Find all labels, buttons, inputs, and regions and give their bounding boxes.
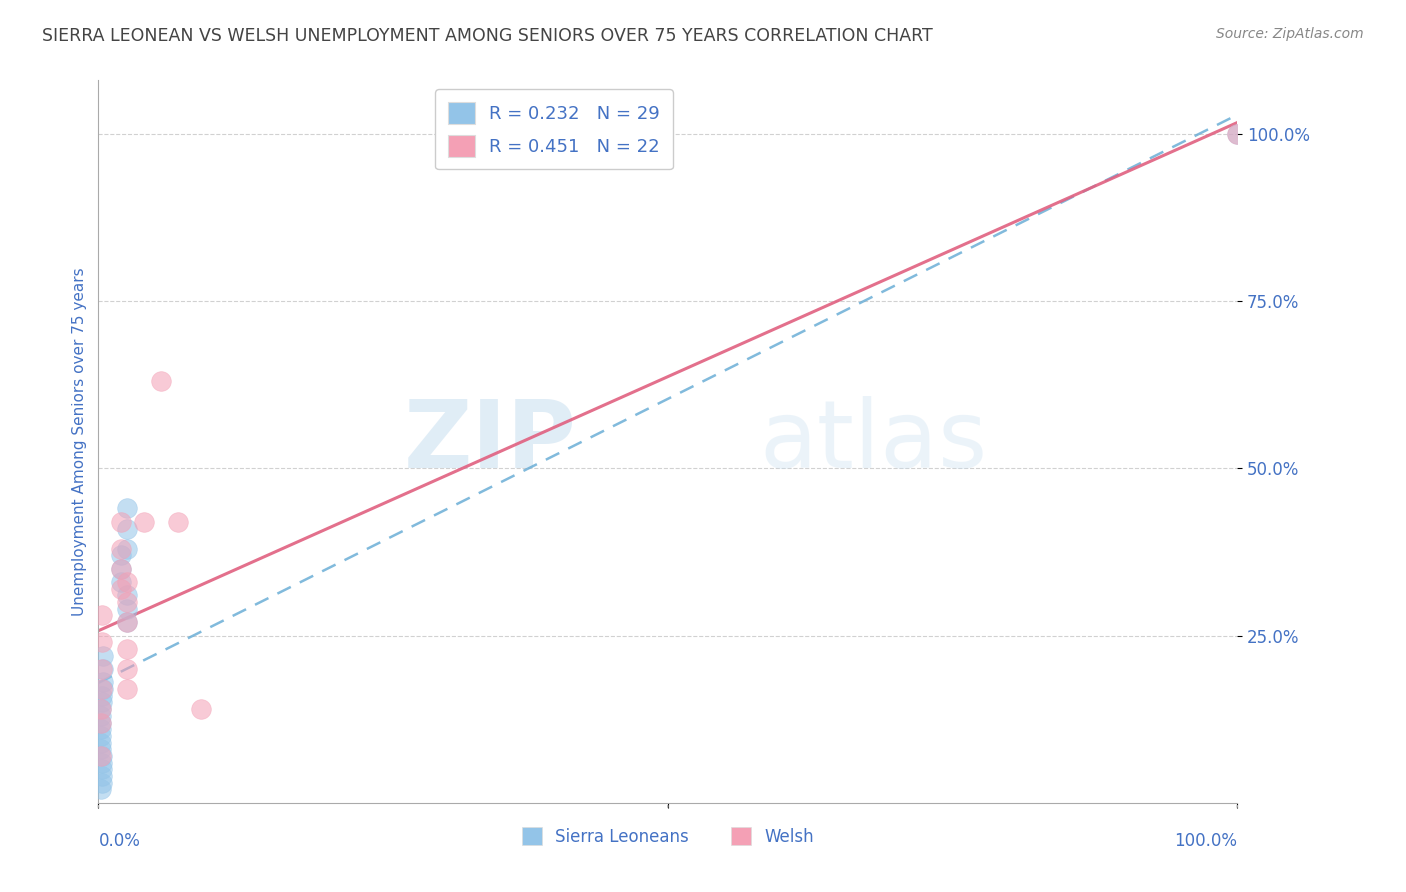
- Point: [90, 776, 112, 790]
- Text: 100.0%: 100.0%: [1174, 831, 1237, 850]
- Text: ZIP: ZIP: [404, 395, 576, 488]
- Point: [115, 589, 138, 603]
- Point: [150, 375, 173, 389]
- Point: [90, 662, 112, 676]
- Point: [115, 602, 138, 616]
- Point: [90, 749, 112, 764]
- Point: [90, 715, 112, 730]
- Text: atlas: atlas: [759, 395, 987, 488]
- Point: [110, 562, 132, 576]
- Point: [115, 662, 138, 676]
- Point: [115, 615, 138, 630]
- Point: [115, 521, 138, 535]
- Point: [110, 548, 132, 563]
- Legend: Sierra Leoneans, Welsh: Sierra Leoneans, Welsh: [516, 821, 820, 852]
- Text: Source: ZipAtlas.com: Source: ZipAtlas.com: [1216, 27, 1364, 41]
- Point: [91, 648, 114, 663]
- Point: [90, 749, 112, 764]
- Point: [110, 515, 132, 529]
- Point: [110, 562, 132, 576]
- Point: [90, 782, 112, 797]
- Point: [90, 708, 112, 723]
- Point: [90, 769, 112, 783]
- Point: [90, 635, 112, 649]
- Point: [90, 689, 112, 703]
- Point: [115, 681, 138, 696]
- Y-axis label: Unemployment Among Seniors over 75 years: Unemployment Among Seniors over 75 years: [72, 268, 87, 615]
- Point: [110, 582, 132, 596]
- Point: [90, 696, 112, 710]
- Point: [115, 615, 138, 630]
- Point: [91, 681, 114, 696]
- Point: [90, 715, 112, 730]
- Point: [90, 742, 112, 756]
- Point: [115, 595, 138, 609]
- Point: [132, 515, 155, 529]
- Point: [90, 756, 112, 770]
- Point: [90, 702, 112, 716]
- Point: [90, 723, 112, 737]
- Point: [91, 675, 114, 690]
- Point: [90, 702, 112, 716]
- Text: 0.0%: 0.0%: [98, 831, 141, 850]
- Point: [90, 608, 112, 623]
- Point: [1226, 127, 1249, 141]
- Point: [190, 702, 212, 716]
- Point: [90, 735, 112, 749]
- Text: SIERRA LEONEAN VS WELSH UNEMPLOYMENT AMONG SENIORS OVER 75 YEARS CORRELATION CHA: SIERRA LEONEAN VS WELSH UNEMPLOYMENT AMO…: [42, 27, 934, 45]
- Point: [90, 762, 112, 776]
- Point: [110, 541, 132, 556]
- Point: [90, 729, 112, 743]
- Point: [115, 642, 138, 657]
- Point: [1226, 127, 1249, 141]
- Point: [115, 575, 138, 590]
- Point: [110, 575, 132, 590]
- Point: [167, 515, 190, 529]
- Point: [90, 681, 112, 696]
- Point: [115, 501, 138, 516]
- Point: [115, 541, 138, 556]
- Point: [91, 662, 114, 676]
